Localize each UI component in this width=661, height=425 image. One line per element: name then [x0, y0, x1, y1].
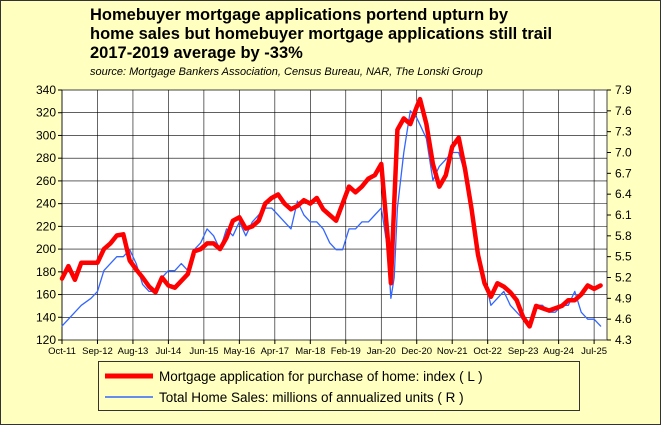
- y-left-tick-label: 260: [36, 174, 56, 188]
- y-right-tick-label: 6.4: [615, 187, 632, 201]
- y-left-tick-label: 160: [36, 288, 56, 302]
- title-line-2: home sales but homebuyer mortgage applic…: [90, 25, 553, 43]
- y-right-tick-label: 6.1: [615, 208, 632, 222]
- y-left-tick-label: 340: [36, 83, 56, 97]
- y-left-tick-label: 300: [36, 128, 56, 142]
- y-right-tick-label: 4.9: [615, 291, 632, 305]
- y-axis-right: 4.3 4.6 4.9 5.2 5.5 5.8 6.1 6.4 6.7 7.0 7.3 7.6 7.9: [607, 83, 632, 347]
- chart-svg: 120 140 160 180 200 220 240 260 280 300 320 340 4.3…: [36, 83, 632, 357]
- y-right-tick-label: 5.8: [615, 229, 632, 243]
- x-tick-label: Jan-20: [367, 346, 396, 357]
- y-left-tick-label: 220: [36, 219, 56, 233]
- y-left-tick-label: 180: [36, 265, 56, 279]
- y-left-tick-label: 240: [36, 197, 56, 211]
- y-left-tick-label: 140: [36, 310, 56, 324]
- x-tick-label: Nov-21: [437, 346, 468, 357]
- x-tick-label: Oct-22: [473, 346, 502, 357]
- legend-label-home-sales: Total Home Sales: millions of annualized…: [159, 389, 464, 405]
- chart-source: source: Mortgage Bankers Association, Ce…: [90, 66, 483, 78]
- legend: Mortgage application for purchase of hom…: [98, 361, 580, 411]
- x-tick-label: Oct-11: [48, 346, 76, 357]
- chart-title: Homebuyer mortgage applications portend …: [90, 6, 610, 63]
- series-lines: [59, 96, 603, 329]
- y-right-tick-label: 5.5: [615, 250, 632, 264]
- legend-label-mortgage: Mortgage application for purchase of hom…: [159, 368, 483, 384]
- y-right-tick-label: 7.3: [615, 125, 632, 139]
- y-left-tick-label: 200: [36, 242, 56, 256]
- x-tick-label: Sep-23: [508, 346, 539, 357]
- y-right-tick-label: 4.6: [615, 312, 632, 326]
- y-left-tick-label: 280: [36, 151, 56, 165]
- x-tick-label: Sep-12: [82, 346, 113, 357]
- series-line-mortgage-applications: [59, 96, 603, 329]
- x-tick-label: Jul-25: [581, 346, 607, 357]
- legend-swatch-home-sales: [105, 396, 153, 398]
- legend-swatch-mortgage: [105, 373, 153, 379]
- y-right-tick-label: 5.2: [615, 271, 632, 285]
- grid-lines: [61, 90, 607, 340]
- legend-item-home-sales: Total Home Sales: millions of annualized…: [105, 387, 464, 407]
- y-right-tick-label: 7.9: [615, 83, 632, 97]
- y-axis-left: 120 140 160 180 200 220 240 260 280 300 320 340: [36, 83, 62, 347]
- x-tick-label: Jul-14: [155, 346, 181, 357]
- x-tick-label: Mar-18: [295, 346, 325, 357]
- x-tick-label: Jun-15: [189, 346, 218, 357]
- x-axis: Oct-11 Sep-12 Aug-13 Jul-14 Jun-15 May-16 Apr-…: [48, 340, 607, 357]
- x-tick-label: May-16: [224, 346, 256, 357]
- x-tick-label: Dec-20: [401, 346, 432, 357]
- y-right-tick-label: 6.7: [615, 166, 632, 180]
- title-line-3: 2017-2019 average by -33%: [90, 44, 303, 62]
- y-left-tick-label: 120: [36, 333, 56, 347]
- y-left-tick-label: 320: [36, 106, 56, 120]
- y-right-tick-label: 4.3: [615, 333, 632, 347]
- y-right-tick-label: 7.6: [615, 104, 632, 118]
- y-right-tick-label: 7.0: [615, 146, 632, 160]
- title-line-1: Homebuyer mortgage applications portend …: [90, 6, 509, 24]
- x-tick-label: Feb-19: [331, 346, 361, 357]
- x-tick-label: Apr-17: [261, 346, 290, 357]
- x-tick-label: Aug-13: [118, 346, 149, 357]
- legend-item-mortgage: Mortgage application for purchase of hom…: [105, 366, 483, 386]
- plot-area: [61, 89, 608, 341]
- x-tick-label: Aug-24: [543, 346, 574, 357]
